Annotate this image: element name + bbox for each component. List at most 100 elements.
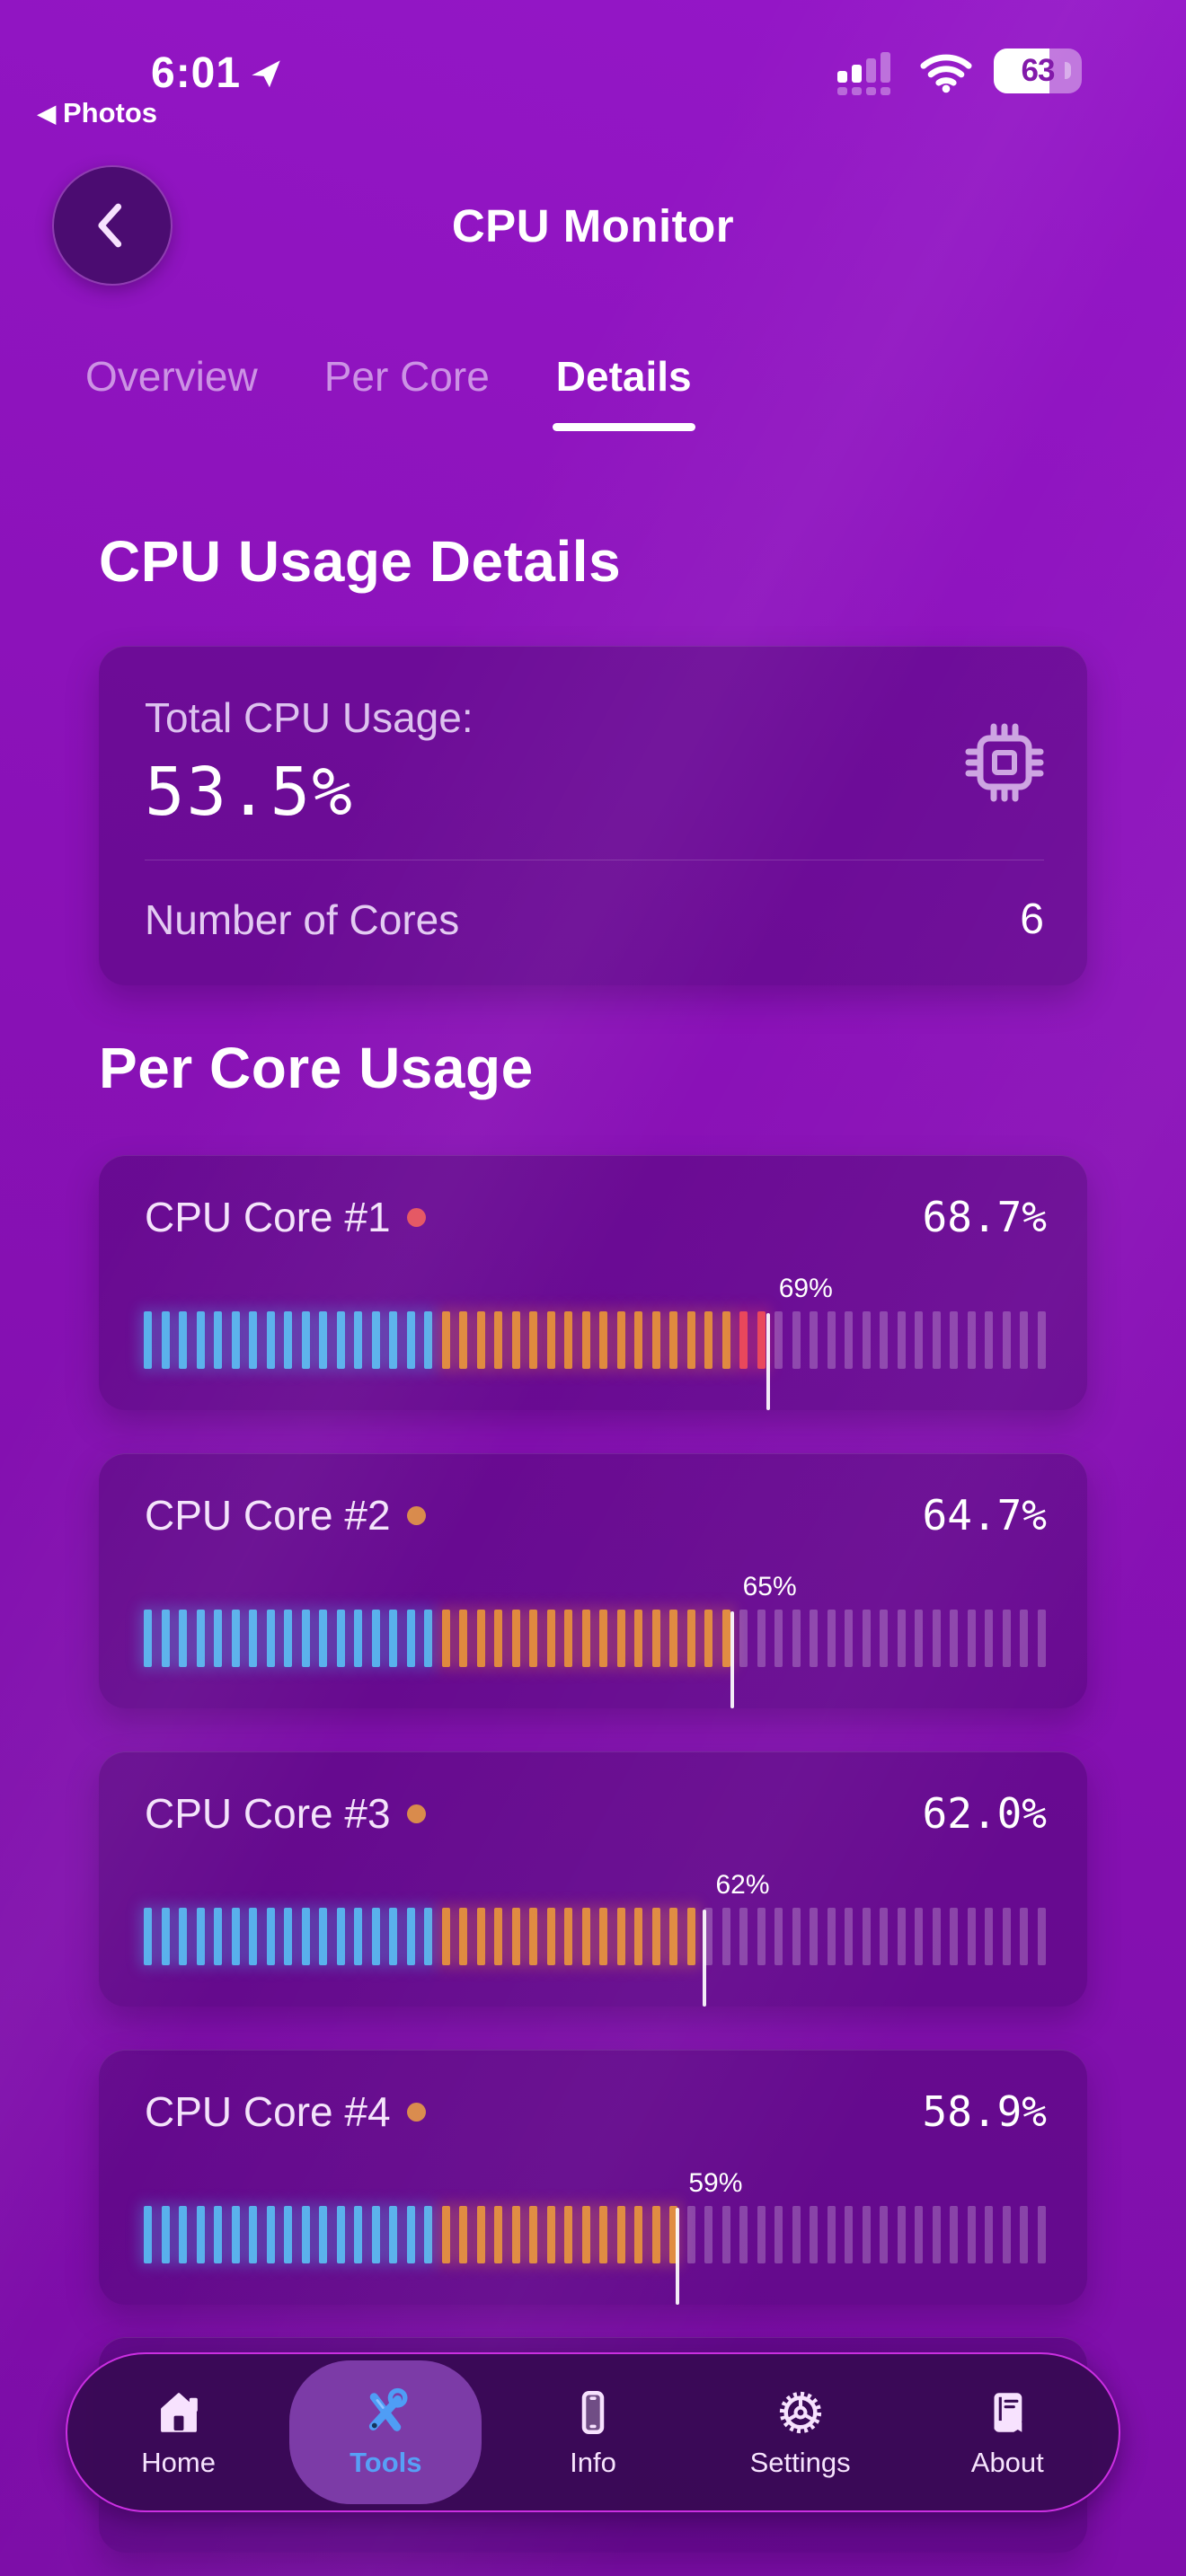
usage-tick (757, 1610, 766, 1667)
usage-tick (967, 1311, 976, 1369)
usage-tick (231, 1311, 240, 1369)
usage-tick (932, 1610, 941, 1667)
usage-tick (336, 2206, 345, 2263)
usage-tick (897, 2206, 906, 2263)
core-usage-bar (144, 1908, 1046, 1965)
usage-tick (441, 1610, 450, 1667)
usage-tick (371, 1610, 380, 1667)
usage-tick (985, 1908, 993, 1965)
nav-item-about[interactable]: About (911, 2360, 1103, 2504)
usage-tick (704, 1908, 712, 1965)
usage-marker-label: 59% (688, 2168, 743, 2198)
section-title-per-core-usage: Per Core Usage (99, 1036, 534, 1100)
usage-tick (494, 1311, 502, 1369)
status-icons: 63 (837, 49, 1082, 95)
usage-tick (686, 1610, 695, 1667)
usage-tick (546, 1908, 555, 1965)
battery-fill (994, 49, 1049, 93)
usage-tick (686, 1908, 695, 1965)
nav-item-info[interactable]: Info (497, 2360, 689, 2504)
nav-item-settings[interactable]: Settings (704, 2360, 897, 2504)
usage-tick (950, 2206, 958, 2263)
usage-tick (424, 1908, 432, 1965)
cpu-usage-details-card: Total CPU Usage: 53.5% Number of Cores 6 (99, 646, 1087, 985)
usage-tick (161, 1908, 170, 1965)
usage-marker-line (730, 1611, 734, 1708)
usage-tick (406, 1311, 415, 1369)
cellular-signal-icon (837, 52, 898, 95)
core-cards-list: CPU Core #1 68.7% 69% CPU Core #2 64.7% … (99, 1155, 1087, 2305)
tab-overview[interactable]: Overview (85, 353, 258, 400)
usage-tick (985, 1610, 993, 1667)
usage-tick (371, 2206, 380, 2263)
usage-tick (301, 2206, 310, 2263)
usage-tick (669, 1908, 677, 1965)
usage-tick (249, 1908, 257, 1965)
usage-tick (1037, 1908, 1046, 1965)
usage-tick (862, 1610, 871, 1667)
nav-item-home[interactable]: Home (83, 2360, 275, 2504)
usage-tick (792, 1908, 801, 1965)
usage-tick (845, 1908, 853, 1965)
usage-tick (792, 1610, 801, 1667)
usage-tick (704, 2206, 712, 2263)
usage-tick (757, 1908, 766, 1965)
back-triangle-icon: ◀ (38, 100, 56, 127)
usage-tick (266, 1908, 275, 1965)
usage-tick (721, 1610, 730, 1667)
core-usage-bar (144, 2206, 1046, 2263)
usage-tick (319, 1311, 327, 1369)
usage-tick (546, 1610, 555, 1667)
usage-tick (581, 1908, 590, 1965)
back-button[interactable] (52, 165, 173, 286)
usage-tick (1020, 1311, 1028, 1369)
usage-tick (214, 2206, 222, 2263)
usage-tick (845, 2206, 853, 2263)
usage-tick (792, 1311, 801, 1369)
usage-tick (529, 1908, 537, 1965)
usage-tick (581, 1311, 590, 1369)
core-usage-value: 68.7% (922, 1193, 1047, 1241)
usage-tick (634, 2206, 642, 2263)
usage-tick (371, 1908, 380, 1965)
usage-tick (581, 1610, 590, 1667)
nav-item-tools[interactable]: Tools (289, 2360, 482, 2504)
usage-tick (739, 1908, 748, 1965)
usage-tick (179, 2206, 187, 2263)
usage-tick (1037, 1311, 1046, 1369)
usage-tick (651, 1908, 660, 1965)
usage-tick (494, 1610, 502, 1667)
return-to-app-button[interactable]: ◀ Photos (38, 97, 157, 129)
usage-tick (564, 1311, 572, 1369)
usage-tick (1002, 1908, 1011, 1965)
usage-tick (950, 1908, 958, 1965)
nav-label: Info (570, 2446, 616, 2478)
usage-tick (319, 1610, 327, 1667)
usage-tick (739, 2206, 748, 2263)
usage-tick (476, 1610, 485, 1667)
usage-tick (932, 1311, 941, 1369)
usage-tick (774, 1311, 783, 1369)
usage-marker-line (676, 2208, 680, 2305)
tab-details[interactable]: Details (552, 352, 695, 431)
usage-tick (336, 1908, 345, 1965)
usage-tick (599, 1908, 607, 1965)
usage-tick (774, 2206, 783, 2263)
usage-tick (897, 1311, 906, 1369)
core-usage-value: 62.0% (922, 1789, 1047, 1838)
tab-per-core[interactable]: Per Core (323, 353, 490, 400)
usage-tick (967, 1908, 976, 1965)
usage-tick (880, 1311, 888, 1369)
usage-tick (196, 2206, 205, 2263)
usage-tick (827, 1610, 836, 1667)
nav-label: Settings (749, 2446, 851, 2478)
usage-tick (739, 1311, 748, 1369)
usage-tick (196, 1610, 205, 1667)
nav-label: Tools (350, 2446, 422, 2478)
status-time: 6:01 (151, 49, 282, 98)
usage-tick (214, 1311, 222, 1369)
core-card: CPU Core #2 64.7% 65% (99, 1453, 1087, 1708)
usage-tick (880, 1908, 888, 1965)
usage-tick (862, 1908, 871, 1965)
core-status-dot (406, 1207, 426, 1227)
